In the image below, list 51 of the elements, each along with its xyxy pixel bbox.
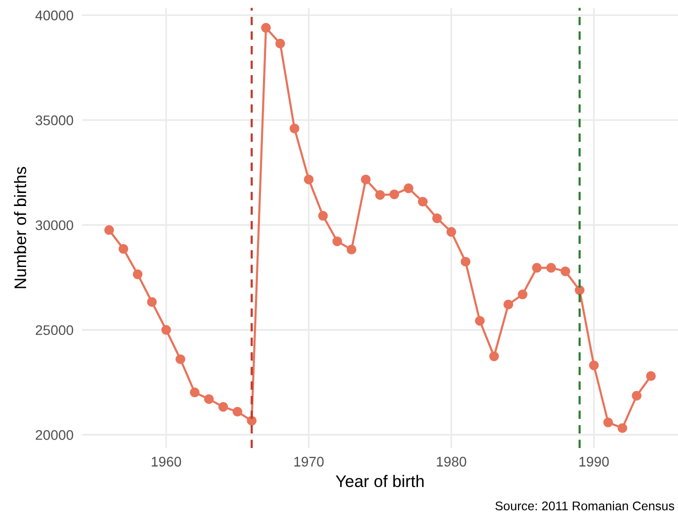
x-tick-label: 1970 [294,456,324,467]
point [332,236,342,246]
point [147,297,157,307]
point [118,244,128,254]
point [232,406,242,417]
x-axis-title: Year of birth [336,474,424,488]
point [618,423,628,433]
point [460,256,470,267]
point [346,244,356,254]
point [489,351,499,362]
point [603,418,613,428]
point [176,354,186,364]
y-axis-title: Number of births [14,166,26,288]
point [204,394,214,404]
y-tick-label: 25000 [36,325,74,336]
point [474,316,485,326]
point [246,416,257,426]
point [132,269,143,280]
point [275,38,286,48]
x-tick-label: 1960 [152,456,182,467]
point [518,290,528,300]
point [418,196,428,207]
point [318,210,328,221]
point [646,371,656,381]
point [290,124,300,134]
point [432,213,442,224]
x-tick-label: 1990 [579,456,609,467]
point [532,262,542,273]
point [360,174,371,184]
point [446,227,456,237]
point [261,22,271,33]
point [389,189,400,200]
y-tick-label: 30000 [36,220,74,230]
y-tick-label: 20000 [36,430,74,440]
x-tick-label: 1980 [436,456,466,467]
point [190,388,200,398]
point [104,225,114,235]
point [161,325,172,335]
point [218,402,228,412]
y-tick-label: 40000 [35,10,74,20]
source-note: Source: 2011 Romanian Census [495,501,674,510]
point [589,360,599,370]
point [375,190,385,200]
y-tick-label: 35000 [36,115,74,126]
point [404,183,414,194]
point [503,300,514,310]
point [546,262,556,273]
point [574,285,584,296]
point [560,266,570,276]
point [304,174,314,184]
point [632,390,642,401]
